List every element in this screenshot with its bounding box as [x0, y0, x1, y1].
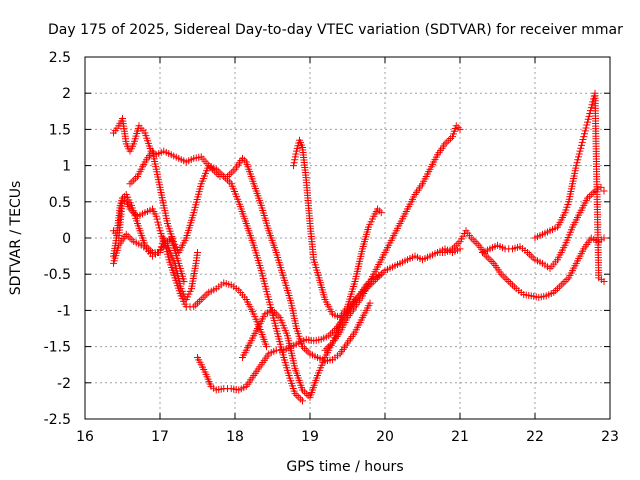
data-point [581, 130, 588, 138]
data-point [456, 245, 464, 253]
data-point [600, 187, 608, 195]
data-point [583, 121, 591, 129]
data-point [579, 136, 587, 144]
data-point [149, 252, 156, 260]
data-point [587, 104, 595, 112]
y-tick-label: 1.5 [49, 122, 71, 138]
x-tick-label: 19 [301, 429, 319, 445]
x-tick-label: 20 [376, 429, 394, 445]
data-point [155, 224, 163, 232]
axis-ticks: 16 17 18 19 20 21 22 23 2.5 2 1.5 1 0.5 0 -0.5 -1 -1.5 -2… [44, 50, 619, 445]
data-point [584, 118, 591, 126]
y-tick-label: 2 [62, 86, 71, 102]
data-point [263, 343, 270, 351]
x-tick-label: 22 [526, 429, 544, 445]
x-tick-label: 21 [451, 429, 469, 445]
data-point [574, 156, 582, 164]
x-tick-label: 18 [226, 429, 244, 445]
data-point [456, 125, 464, 133]
series-trace-i [321, 122, 464, 354]
data-point [194, 248, 201, 256]
y-tick-label: -2 [57, 376, 71, 392]
series-trace-k [479, 183, 608, 272]
data-point [582, 124, 590, 132]
data-point [572, 162, 580, 170]
y-tick-label: -2.5 [44, 412, 71, 428]
data-point [600, 234, 608, 242]
data-point [573, 159, 581, 167]
data-point [291, 156, 299, 164]
y-tick-label: 0.5 [49, 195, 71, 211]
y-tick-label: -0.5 [44, 267, 71, 283]
data-point [576, 147, 584, 155]
data-point [290, 162, 297, 170]
x-axis-label: GPS time / hours [286, 459, 403, 475]
series-trace-j [434, 227, 608, 301]
data-point [575, 153, 582, 161]
data-point [588, 101, 596, 109]
data-point [581, 127, 589, 135]
y-tick-label: -1 [57, 303, 71, 319]
data-point [600, 277, 608, 285]
data-point [580, 133, 588, 141]
x-tick-label: 23 [601, 429, 619, 445]
data-point [152, 212, 160, 220]
y-tick-label: 0 [62, 231, 71, 247]
data-point [578, 138, 586, 146]
data-point [155, 221, 162, 229]
y-tick-label: 1 [62, 159, 71, 175]
series-trace-e [126, 147, 306, 405]
data-point [299, 397, 306, 405]
y-tick-label: -1.5 [44, 340, 71, 356]
data-point [292, 150, 300, 158]
data-point [377, 209, 385, 217]
data-points [110, 89, 608, 405]
data-point [584, 115, 592, 123]
chart-title: Day 175 of 2025, Sidereal Day-to-day VTE… [48, 22, 623, 38]
data-point [578, 141, 585, 149]
y-axis-label: SDTVAR / TECUs [8, 181, 24, 296]
data-point [154, 218, 162, 226]
data-point [291, 153, 299, 161]
data-point [575, 150, 583, 158]
data-point [290, 159, 298, 167]
plot-border [84, 56, 611, 420]
data-point [152, 250, 159, 258]
data-point [585, 112, 593, 120]
data-point [577, 144, 585, 152]
y-tick-label: 2.5 [49, 50, 71, 66]
data-point [180, 277, 188, 285]
series-trace-d [110, 230, 188, 285]
x-tick-label: 16 [76, 429, 94, 445]
data-point [366, 299, 374, 307]
series-trace-l [531, 89, 608, 285]
series-trace-h [290, 136, 385, 322]
data-point [153, 215, 161, 223]
x-tick-label: 17 [151, 429, 169, 445]
data-point [597, 183, 605, 191]
data-point [590, 95, 597, 103]
